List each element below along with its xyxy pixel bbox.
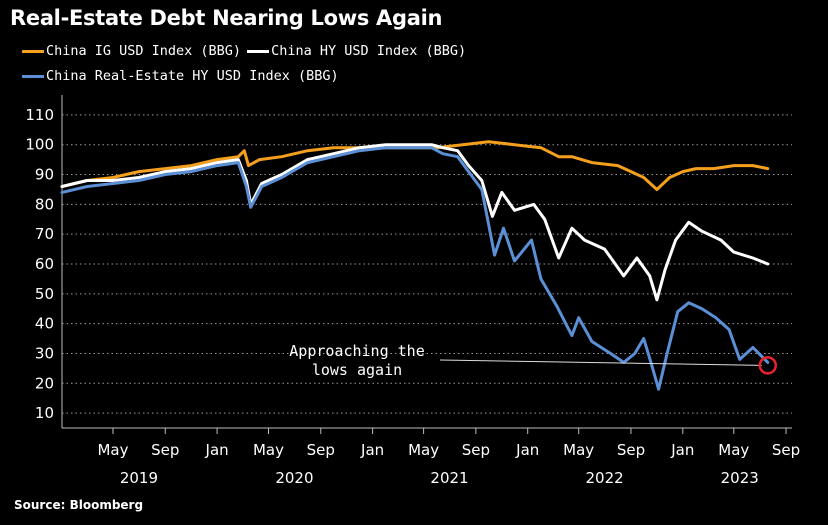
y-tick-70: 70 — [35, 225, 54, 243]
x-tick-4: Sep — [307, 441, 335, 459]
x-tick-0: May — [97, 441, 128, 459]
x-tick-labels: May Sep Jan May Sep Jan May Sep Jan May Sep Jan May S… — [97, 441, 800, 487]
x-tick-13: Sep — [772, 441, 800, 459]
x-tick-7: Sep — [462, 441, 490, 459]
year-label-2021: 2021 — [430, 469, 468, 487]
series-line-hy — [60, 143, 770, 302]
x-tick-6: May — [408, 441, 439, 459]
gridlines — [62, 114, 792, 414]
legend-swatch-re — [22, 74, 44, 78]
annotation-leader-line — [439, 359, 762, 366]
year-label-2023: 2023 — [721, 469, 759, 487]
legend-label-re: China Real-Estate HY USD Index (BBG) — [46, 68, 339, 84]
legend-label-hy: China HY USD Index (BBG) — [271, 43, 467, 59]
y-tick-110: 110 — [25, 106, 54, 124]
y-tick-60: 60 — [35, 255, 54, 273]
series-lines — [60, 140, 770, 391]
x-tick-2: Jan — [205, 441, 229, 459]
legend-swatch-ig — [22, 49, 44, 53]
y-tick-20: 20 — [35, 374, 54, 392]
year-label-2022: 2022 — [586, 469, 624, 487]
y-tick-100: 100 — [25, 136, 54, 154]
annotation-text-0: Approaching the — [289, 342, 424, 360]
annotation-text-1: lows again — [312, 361, 402, 379]
annotation-circle — [758, 356, 778, 375]
legend-row-1: China IG USD Index (BBG) China HY USD In… — [22, 43, 472, 59]
y-tick-10: 10 — [35, 404, 54, 422]
legend-item-re: China Real-Estate HY USD Index (BBG) — [22, 68, 339, 84]
y-tick-labels: 10 20 30 40 50 60 70 80 90 100 110 — [25, 106, 54, 422]
year-label-2019: 2019 — [120, 469, 158, 487]
legend-item-ig: China IG USD Index (BBG) — [22, 43, 241, 59]
y-tick-80: 80 — [35, 195, 54, 213]
x-tick-8: Jan — [515, 441, 539, 459]
y-tick-50: 50 — [35, 285, 54, 303]
source-note: Source: Bloomberg — [14, 498, 144, 512]
legend-swatch-hy — [247, 49, 270, 53]
y-tick-40: 40 — [35, 315, 54, 333]
x-tick-10: Sep — [617, 441, 645, 459]
legend-label-ig: China IG USD Index (BBG) — [46, 43, 242, 59]
x-tick-11: Jan — [670, 441, 694, 459]
chart-title: Real-Estate Debt Nearing Lows Again — [10, 6, 443, 30]
series-line-re — [60, 146, 770, 391]
x-tick-12: May — [718, 441, 749, 459]
x-tick-3: May — [253, 441, 284, 459]
legend-row-2: China Real-Estate HY USD Index (BBG) — [22, 68, 345, 84]
axes — [61, 95, 792, 434]
x-tick-5: Jan — [360, 441, 384, 459]
y-tick-90: 90 — [35, 166, 54, 184]
legend-item-hy: China HY USD Index (BBG) — [247, 43, 466, 59]
x-tick-9: May — [563, 441, 594, 459]
series-line-ig — [60, 140, 770, 191]
x-tick-1: Sep — [151, 441, 179, 459]
year-label-2020: 2020 — [275, 469, 313, 487]
y-tick-30: 30 — [35, 344, 54, 362]
